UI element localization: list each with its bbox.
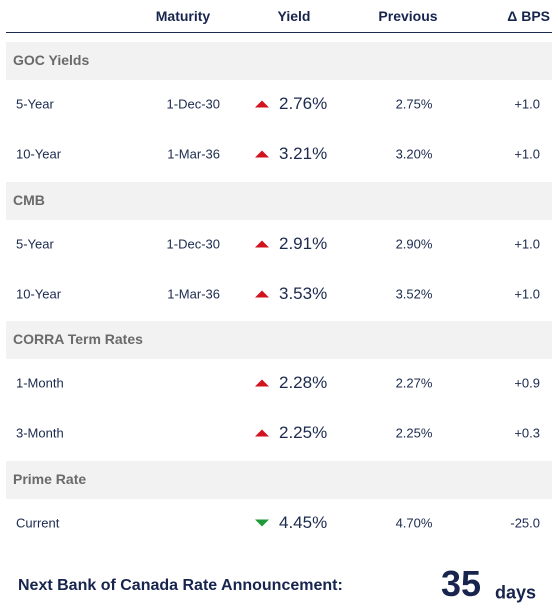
term: 1-Month	[16, 375, 64, 391]
yield: 2.25%	[279, 423, 328, 442]
header-rule	[6, 32, 552, 33]
column-header: Δ BPS	[507, 8, 550, 24]
footer-count: 35	[441, 563, 482, 604]
footer-label: Next Bank of Canada Rate Announcement:	[18, 577, 343, 594]
trend-arrow	[255, 519, 269, 526]
term: 5-Year	[16, 96, 54, 112]
footer-unit: days	[495, 582, 537, 603]
yield: 2.28%	[279, 373, 328, 392]
term: 10-Year	[16, 286, 62, 301]
section-title: CORRA Term Rates	[13, 331, 143, 347]
column-header: Maturity	[155, 8, 211, 24]
trend-arrow	[255, 100, 269, 108]
yield: 2.91%	[279, 233, 328, 253]
yield: 4.45%	[279, 512, 328, 532]
trend-arrow	[255, 290, 269, 297]
previous: 3.20%	[395, 146, 433, 162]
term: 10-Year	[16, 146, 62, 162]
section-band	[6, 42, 552, 80]
bps-change: +0.3	[514, 425, 540, 441]
bps-change: +1.0	[514, 236, 540, 251]
previous: 3.52%	[395, 286, 433, 301]
section-title: GOC Yields	[13, 52, 90, 68]
section-band	[6, 321, 552, 359]
maturity: 1-Mar-36	[167, 146, 220, 162]
bps-change: -25.0	[510, 515, 540, 530]
term: Current	[16, 515, 60, 530]
yield: 3.21%	[279, 144, 328, 163]
section-title: CMB	[13, 191, 45, 208]
section-title: Prime Rate	[13, 470, 87, 487]
section-band	[6, 181, 552, 220]
term: 5-Year	[16, 236, 54, 251]
bps-change: +1.0	[514, 96, 540, 112]
yield: 2.76%	[279, 94, 328, 113]
maturity: 1-Dec-30	[166, 96, 220, 112]
column-header: Previous	[378, 8, 438, 24]
previous: 2.75%	[395, 96, 433, 112]
maturity: 1-Dec-30	[166, 236, 220, 251]
trend-arrow	[255, 429, 269, 437]
previous: 4.70%	[395, 515, 433, 530]
bps-change: +1.0	[514, 146, 540, 162]
previous: 2.27%	[395, 375, 433, 391]
bps-change: +1.0	[514, 286, 540, 301]
column-header: Yield	[277, 8, 311, 24]
yield: 3.53%	[279, 283, 328, 303]
section-band	[6, 460, 552, 499]
trend-arrow	[255, 240, 269, 247]
maturity: 1-Mar-36	[167, 286, 220, 301]
bps-change: +0.9	[514, 375, 540, 391]
previous: 2.90%	[395, 236, 433, 251]
trend-arrow	[255, 150, 269, 158]
trend-arrow	[255, 379, 269, 387]
term: 3-Month	[16, 425, 64, 441]
previous: 2.25%	[395, 425, 433, 441]
